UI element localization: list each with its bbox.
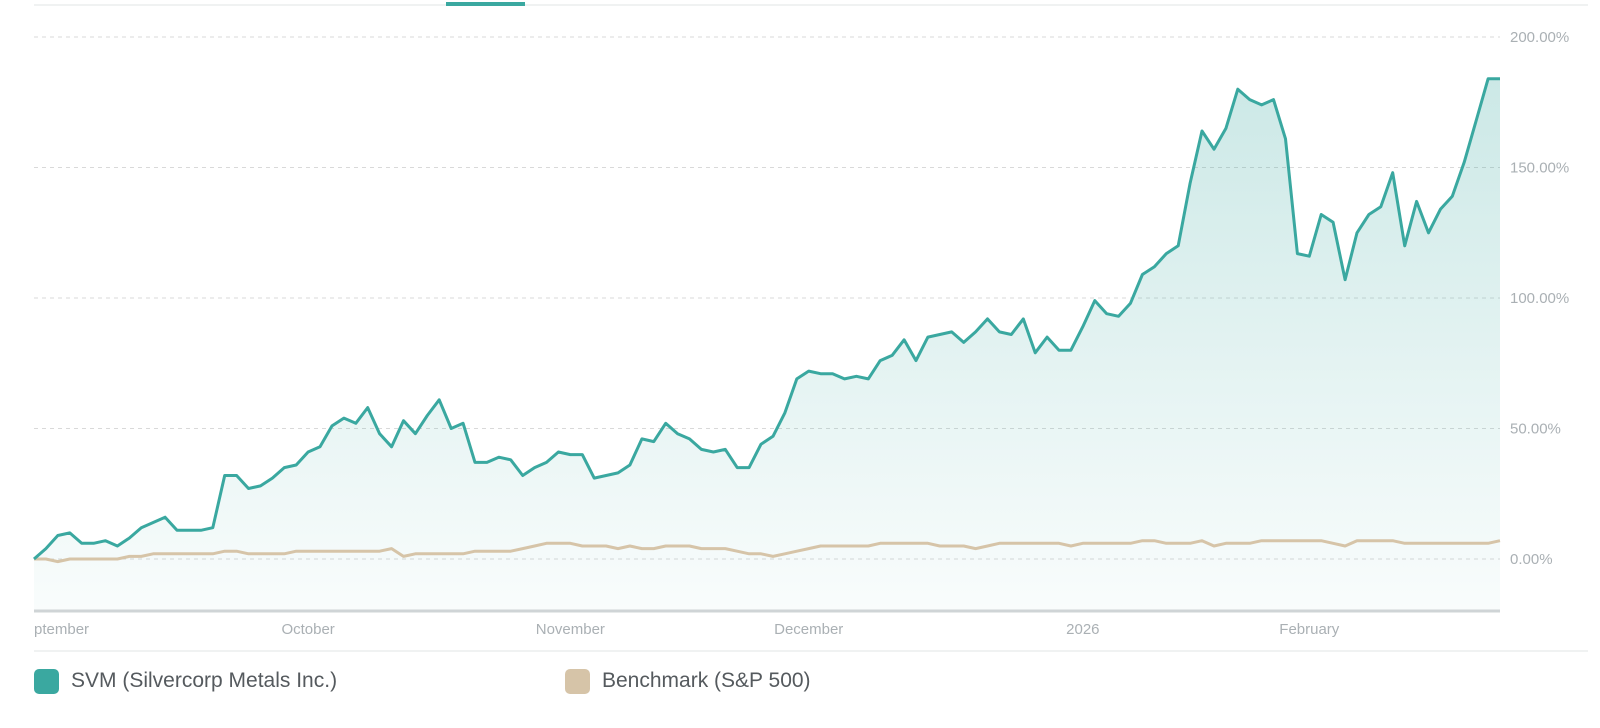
x-tick-label: December	[774, 621, 843, 638]
legend-label-svm: SVM (Silvercorp Metals Inc.)	[71, 669, 338, 692]
x-tick-label: November	[536, 621, 605, 638]
svm-area	[34, 78, 1500, 612]
x-tick-label: ptember	[34, 621, 89, 638]
benchmark-line	[34, 539, 1501, 564]
legend: SVM (Silvercorp Metals Inc.) Benchmark (…	[0, 666, 1600, 706]
area-fill	[34, 78, 1500, 612]
x-tick-label: October	[281, 621, 334, 638]
legend-swatch-benchmark	[565, 668, 590, 694]
x-axis-ticks: ptember October November December 2026 Februa…	[34, 621, 1340, 638]
x-tick-label: February	[1279, 621, 1340, 638]
legend-item-svm[interactable]: SVM (Silvercorp Metals Inc.)	[34, 666, 337, 696]
y-tick-label: 150.00%	[1510, 160, 1569, 177]
y-axis-ticks: 200.00% 150.00% 100.00% 50.00% 0.00%	[1510, 29, 1569, 568]
axes	[34, 609, 1588, 652]
y-tick-label: 50.00%	[1510, 421, 1561, 438]
y-tick-label: 100.00%	[1510, 290, 1569, 307]
y-tick-label: 200.00%	[1510, 29, 1569, 46]
legend-swatch-svm	[34, 668, 59, 694]
legend-item-benchmark[interactable]: Benchmark (S&P 500)	[565, 666, 811, 696]
x-tick-label: 2026	[1066, 621, 1099, 638]
active-tab-indicator	[446, 2, 525, 6]
legend-label-benchmark: Benchmark (S&P 500)	[602, 669, 811, 692]
series-lines	[33, 77, 1501, 564]
svm-line	[33, 77, 1500, 561]
y-tick-label: 0.00%	[1510, 551, 1553, 568]
